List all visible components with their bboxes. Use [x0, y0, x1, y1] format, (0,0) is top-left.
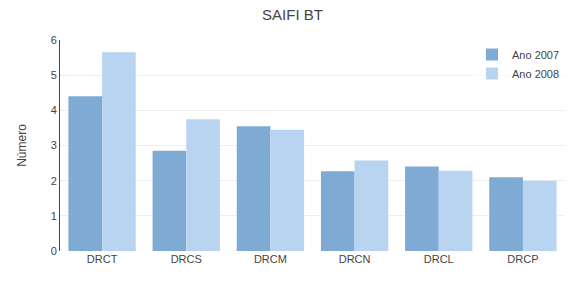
- svg-text:DRCN: DRCN: [339, 253, 371, 265]
- svg-text:DRCT: DRCT: [87, 253, 118, 265]
- svg-text:4: 4: [51, 104, 57, 116]
- svg-text:3: 3: [51, 139, 57, 151]
- svg-text:SAIFI BT: SAIFI BT: [262, 6, 323, 23]
- svg-text:Ano 2007: Ano 2007: [512, 49, 559, 61]
- svg-text:0: 0: [51, 245, 57, 257]
- svg-text:DRCS: DRCS: [171, 253, 202, 265]
- svg-text:Número: Número: [15, 124, 29, 167]
- svg-text:2: 2: [51, 175, 57, 187]
- svg-text:6: 6: [51, 34, 57, 46]
- svg-text:DRCP: DRCP: [507, 253, 538, 265]
- svg-text:Ano 2008: Ano 2008: [512, 68, 559, 80]
- svg-text:DRCM: DRCM: [254, 253, 287, 265]
- svg-text:5: 5: [51, 69, 57, 81]
- svg-text:1: 1: [51, 210, 57, 222]
- svg-text:DRCL: DRCL: [424, 253, 454, 265]
